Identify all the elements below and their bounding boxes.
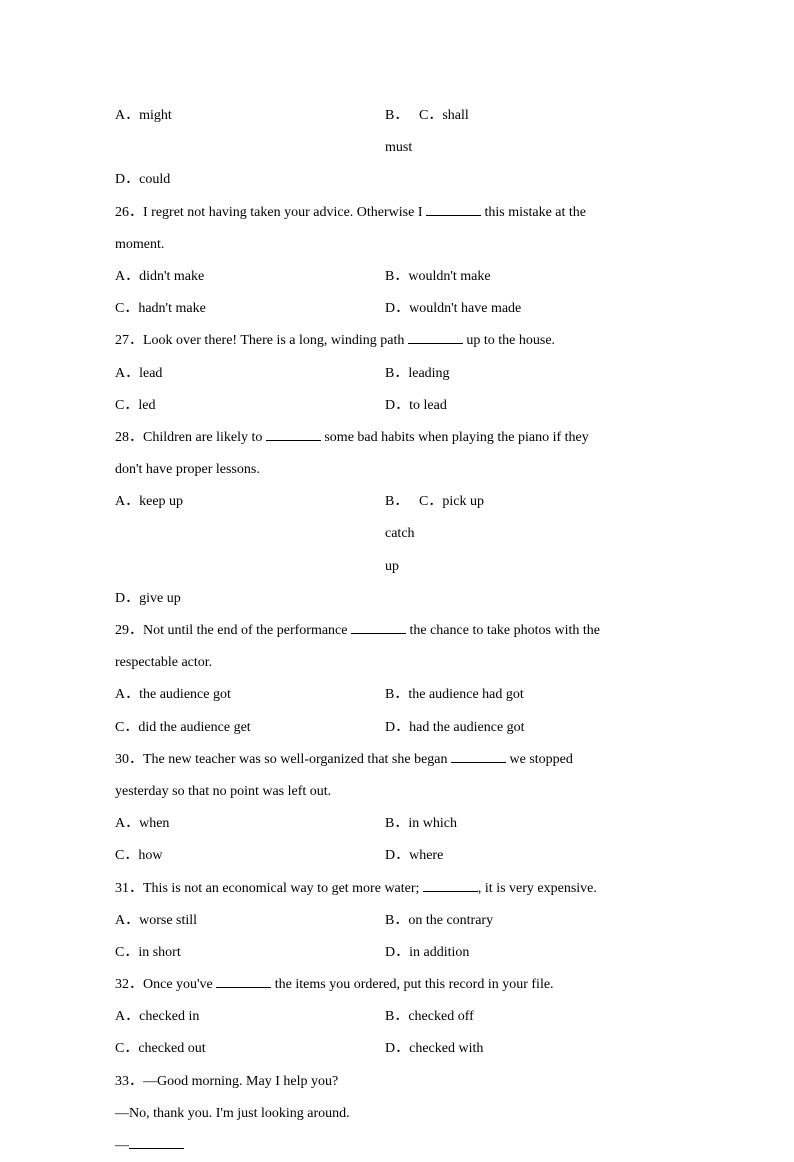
choice-d: D．had the audience got	[385, 712, 689, 744]
choice-a: A．when	[115, 808, 385, 840]
choice-c: C．pick up	[419, 486, 689, 583]
q29-text: 29．Not until the end of the performance …	[115, 615, 689, 647]
choice-a: A．might	[115, 100, 385, 164]
q30-post: we stopped	[506, 752, 573, 767]
q33-line1: 33．—Good morning. May I help you?	[115, 1066, 689, 1098]
q29-pre: 29．Not until the end of the performance	[115, 623, 351, 638]
q28-line2: don't have proper lessons.	[115, 454, 689, 486]
choice-c: C．in short	[115, 937, 385, 969]
q29-post: the chance to take photos with the	[406, 623, 600, 638]
choice-c: C．how	[115, 840, 385, 872]
blank	[426, 203, 481, 216]
choice-c: C．hadn't make	[115, 293, 385, 325]
q33-line3: —	[115, 1130, 689, 1162]
q26-pre: 26．I regret not having taken your advice…	[115, 205, 426, 220]
choice-a: A．the audience got	[115, 679, 385, 711]
choice-d: D．wouldn't have made	[385, 293, 689, 325]
q31-text: 31．This is not an economical way to get …	[115, 873, 689, 905]
choice-d: D．where	[385, 840, 689, 872]
choice-d: D．in addition	[385, 937, 689, 969]
q26-text: 26．I regret not having taken your advice…	[115, 197, 689, 229]
choice-d: D．checked with	[385, 1033, 689, 1065]
q32-choices: A．checked in B．checked off C．checked out…	[115, 1001, 689, 1065]
choice-a: A．lead	[115, 358, 385, 390]
q30-pre: 30．The new teacher was so well-organized…	[115, 752, 451, 767]
q28-choices: A．keep up B．catch up C．pick up D．give up	[115, 486, 689, 615]
q30-choices: A．when B．in which C．how D．where	[115, 808, 689, 872]
choice-b: B．in which	[385, 808, 689, 840]
choice-d: D．to lead	[385, 390, 689, 422]
choice-b: B．must	[385, 100, 419, 164]
choice-b: B．the audience had got	[385, 679, 689, 711]
choice-b: B．on the contrary	[385, 905, 689, 937]
choice-b: B．leading	[385, 358, 689, 390]
q27-choices: A．lead B．leading C．led D．to lead	[115, 358, 689, 422]
q26-line2: moment.	[115, 229, 689, 261]
blank	[451, 750, 506, 763]
blank	[216, 975, 271, 988]
q27-pre: 27．Look over there! There is a long, win…	[115, 333, 408, 348]
q32-pre: 32．Once you've	[115, 977, 216, 992]
blank	[423, 879, 478, 892]
choice-c: C．shall	[419, 100, 689, 164]
q29-line2: respectable actor.	[115, 647, 689, 679]
choice-b: B．wouldn't make	[385, 261, 689, 293]
q28-text: 28．Children are likely to some bad habit…	[115, 422, 689, 454]
q26-post: this mistake at the	[481, 205, 586, 220]
q33-dash: —	[115, 1138, 129, 1153]
choice-d: D．give up	[115, 583, 689, 615]
choice-a: A．checked in	[115, 1001, 385, 1033]
q29-choices: A．the audience got B．the audience had go…	[115, 679, 689, 743]
q30-line2: yesterday so that no point was left out.	[115, 776, 689, 808]
choice-d: D．could	[115, 164, 689, 196]
blank	[408, 331, 463, 344]
q31-post: , it is very expensive.	[478, 881, 597, 896]
choice-c: C．checked out	[115, 1033, 385, 1065]
choice-c: C．did the audience get	[115, 712, 385, 744]
blank	[266, 428, 321, 441]
q26-choices: A．didn't make B．wouldn't make C．hadn't m…	[115, 261, 689, 325]
q27-post: up to the house.	[463, 333, 555, 348]
choice-a: A．keep up	[115, 486, 385, 583]
q31-pre: 31．This is not an economical way to get …	[115, 881, 423, 896]
choice-b: B．catch up	[385, 486, 419, 583]
q32-post: the items you ordered, put this record i…	[271, 977, 553, 992]
choice-b: B．checked off	[385, 1001, 689, 1033]
blank	[351, 621, 406, 634]
q31-choices: A．worse still B．on the contrary C．in sho…	[115, 905, 689, 969]
choice-a: A．didn't make	[115, 261, 385, 293]
q30-text: 30．The new teacher was so well-organized…	[115, 744, 689, 776]
q28-pre: 28．Children are likely to	[115, 430, 266, 445]
blank	[129, 1136, 184, 1149]
q27-text: 27．Look over there! There is a long, win…	[115, 325, 689, 357]
choice-a: A．worse still	[115, 905, 385, 937]
q25-choices: A．might B．must C．shall D．could	[115, 100, 689, 197]
q32-text: 32．Once you've the items you ordered, pu…	[115, 969, 689, 1001]
q33-line2: —No, thank you. I'm just looking around.	[115, 1098, 689, 1130]
q28-post: some bad habits when playing the piano i…	[321, 430, 589, 445]
choice-c: C．led	[115, 390, 385, 422]
